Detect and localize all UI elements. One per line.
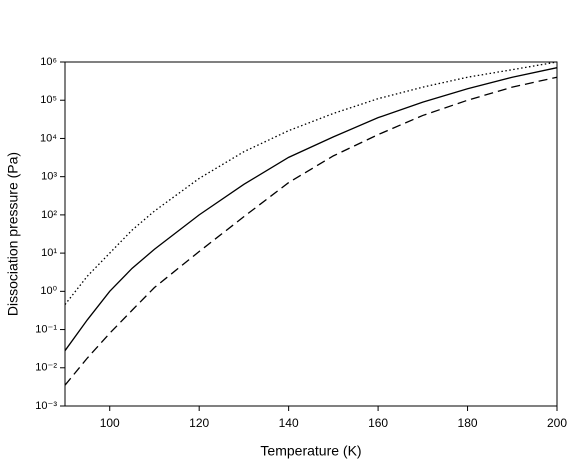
y-tick-label: 10³ <box>41 171 57 183</box>
y-tick-label: 10⁻¹ <box>35 323 57 335</box>
x-tick-label: 160 <box>368 416 388 430</box>
y-tick-label: 10⁶ <box>40 56 57 68</box>
y-tick-label: 10⁰ <box>40 285 57 297</box>
x-tick-label: 200 <box>547 416 567 430</box>
series-line <box>64 76 558 386</box>
x-tick-label: 140 <box>279 416 299 430</box>
series-line <box>64 67 558 352</box>
series-line <box>64 61 558 305</box>
y-tick-label: 10² <box>41 209 57 221</box>
x-tick-label: 100 <box>100 416 120 430</box>
y-tick-label: 10⁻² <box>35 362 57 374</box>
y-tick-label: 10⁴ <box>40 132 57 144</box>
y-axis-label: Dissociation pressure (Pa) <box>5 152 21 316</box>
y-tick-label: 10⁻³ <box>35 400 57 412</box>
plot-frame <box>64 61 558 407</box>
y-tick-label: 10¹ <box>41 247 57 259</box>
y-tick-label: 10⁵ <box>40 94 57 106</box>
x-axis-label: Temperature (K) <box>260 443 361 459</box>
x-tick-label: 120 <box>189 416 209 430</box>
x-tick-label: 180 <box>458 416 478 430</box>
